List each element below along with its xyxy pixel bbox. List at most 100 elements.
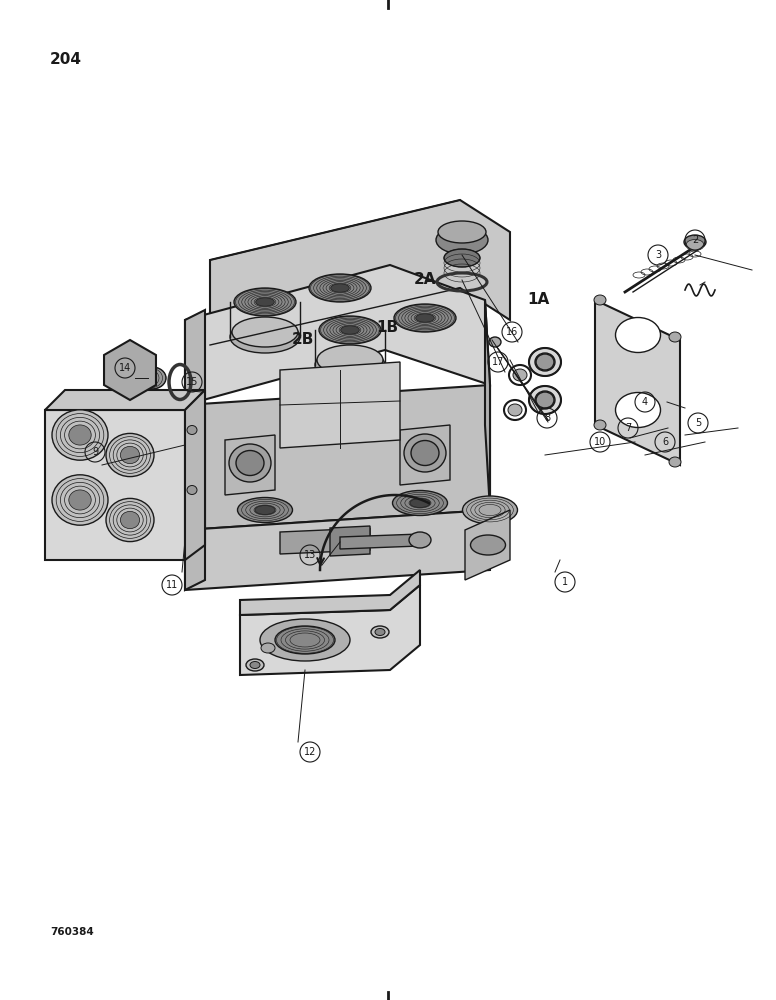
Text: 1B: 1B — [376, 320, 398, 336]
Text: 204: 204 — [50, 52, 82, 68]
Ellipse shape — [462, 496, 518, 524]
Ellipse shape — [187, 486, 197, 494]
Polygon shape — [104, 340, 156, 400]
Ellipse shape — [615, 318, 660, 353]
Text: 4: 4 — [642, 397, 648, 407]
Ellipse shape — [230, 321, 300, 353]
Ellipse shape — [52, 410, 108, 460]
Polygon shape — [330, 526, 370, 556]
Polygon shape — [210, 200, 510, 345]
Ellipse shape — [411, 440, 439, 466]
Polygon shape — [280, 528, 370, 554]
Ellipse shape — [246, 659, 264, 671]
Text: 2A: 2A — [414, 272, 436, 288]
Text: 7: 7 — [625, 423, 631, 433]
Ellipse shape — [234, 288, 296, 316]
Ellipse shape — [684, 235, 706, 249]
Ellipse shape — [444, 249, 480, 267]
Polygon shape — [280, 362, 400, 448]
Ellipse shape — [315, 349, 385, 381]
Ellipse shape — [256, 298, 274, 306]
Ellipse shape — [535, 391, 555, 409]
Ellipse shape — [236, 450, 264, 476]
Text: 14: 14 — [119, 363, 131, 373]
Ellipse shape — [106, 433, 154, 477]
Polygon shape — [185, 385, 490, 530]
Text: 760384: 760384 — [50, 927, 94, 937]
Polygon shape — [185, 310, 205, 590]
Ellipse shape — [535, 353, 555, 371]
Text: 15: 15 — [185, 377, 198, 387]
Ellipse shape — [594, 295, 606, 305]
Polygon shape — [185, 265, 490, 405]
Ellipse shape — [410, 498, 430, 508]
Text: 16: 16 — [506, 327, 518, 337]
Ellipse shape — [52, 475, 108, 525]
Ellipse shape — [669, 457, 681, 467]
Text: 6: 6 — [662, 437, 668, 447]
Ellipse shape — [120, 511, 140, 529]
Polygon shape — [185, 510, 490, 590]
Ellipse shape — [404, 434, 446, 472]
Ellipse shape — [594, 420, 606, 430]
Text: 2: 2 — [692, 235, 698, 245]
Polygon shape — [45, 390, 205, 410]
Ellipse shape — [470, 535, 505, 555]
Polygon shape — [340, 534, 420, 549]
Ellipse shape — [489, 337, 501, 347]
Ellipse shape — [250, 662, 260, 668]
Text: 11: 11 — [166, 580, 178, 590]
Text: 17: 17 — [492, 357, 504, 367]
Ellipse shape — [438, 221, 486, 243]
Polygon shape — [240, 570, 420, 615]
Text: 5: 5 — [695, 418, 702, 428]
Ellipse shape — [508, 404, 522, 416]
Ellipse shape — [529, 386, 561, 414]
Ellipse shape — [371, 626, 389, 638]
Polygon shape — [595, 300, 680, 465]
Ellipse shape — [331, 284, 349, 292]
Ellipse shape — [69, 425, 92, 445]
Ellipse shape — [615, 392, 660, 428]
Text: 13: 13 — [304, 550, 316, 560]
Ellipse shape — [260, 619, 350, 661]
Ellipse shape — [309, 274, 371, 302]
Ellipse shape — [375, 629, 385, 636]
Ellipse shape — [120, 446, 140, 464]
Text: 12: 12 — [304, 747, 316, 757]
Ellipse shape — [319, 316, 381, 344]
Ellipse shape — [69, 490, 92, 510]
Text: 1: 1 — [562, 577, 568, 587]
Ellipse shape — [138, 367, 166, 389]
Ellipse shape — [232, 317, 298, 347]
Ellipse shape — [686, 239, 704, 250]
Ellipse shape — [255, 506, 275, 514]
Ellipse shape — [436, 226, 488, 254]
Ellipse shape — [106, 498, 154, 542]
Ellipse shape — [317, 345, 383, 375]
Ellipse shape — [669, 332, 681, 342]
Ellipse shape — [229, 444, 271, 482]
Text: 9: 9 — [92, 447, 98, 457]
Ellipse shape — [416, 314, 435, 322]
Ellipse shape — [529, 348, 561, 376]
Polygon shape — [485, 300, 490, 510]
Text: 10: 10 — [594, 437, 606, 447]
Ellipse shape — [237, 497, 293, 522]
Ellipse shape — [513, 369, 527, 381]
Text: 8: 8 — [544, 413, 550, 423]
Ellipse shape — [409, 532, 431, 548]
Ellipse shape — [393, 490, 448, 516]
Ellipse shape — [275, 626, 335, 654]
Ellipse shape — [394, 304, 456, 332]
Polygon shape — [400, 425, 450, 485]
Text: 1A: 1A — [527, 292, 549, 308]
Ellipse shape — [261, 643, 275, 653]
Text: 2B: 2B — [292, 332, 314, 348]
Polygon shape — [185, 390, 205, 560]
Polygon shape — [240, 585, 420, 675]
Ellipse shape — [341, 326, 359, 334]
Ellipse shape — [187, 426, 197, 434]
Polygon shape — [225, 435, 275, 495]
Text: 3: 3 — [655, 250, 661, 260]
